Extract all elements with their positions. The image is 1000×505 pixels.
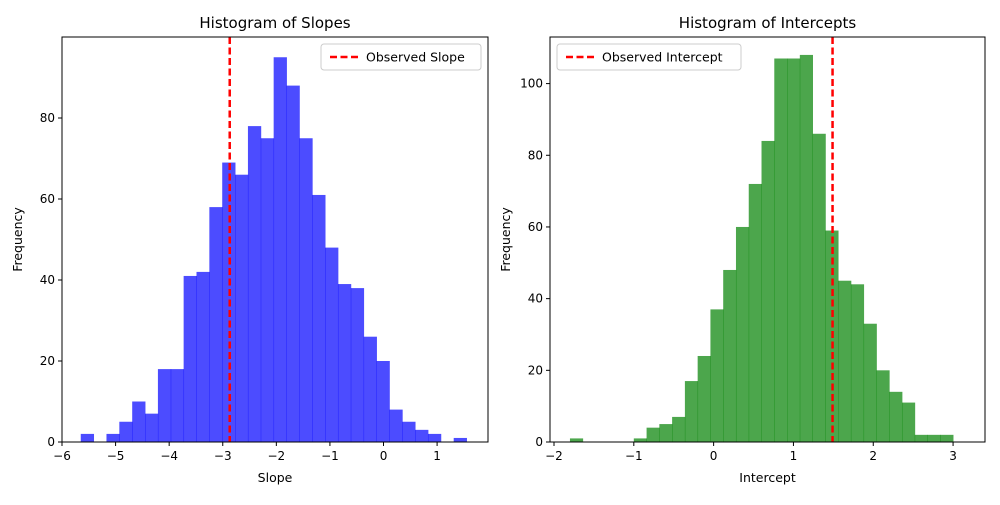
intercepts-bar — [876, 370, 890, 442]
intercepts-bar — [812, 133, 826, 443]
slopes-x-tick-label: −4 — [160, 449, 178, 463]
slopes-bar — [350, 288, 365, 442]
slopes-y-tick-label: 80 — [40, 111, 55, 125]
intercepts-legend-label: Observed Intercept — [602, 50, 723, 65]
slopes-bar — [119, 421, 133, 442]
slopes-bar — [209, 207, 223, 442]
slopes-bar — [80, 433, 95, 442]
slopes-x-tick-label: −6 — [53, 449, 71, 463]
slopes-y-tick-label: 0 — [47, 435, 55, 449]
intercepts-axes-frame — [549, 36, 986, 443]
slopes-bar — [145, 413, 159, 442]
intercepts-bar — [787, 58, 801, 442]
intercepts-bar — [697, 355, 711, 442]
intercepts-x-tick-label: −2 — [545, 449, 563, 463]
slopes-x-tick-label: −1 — [321, 449, 339, 463]
slopes-bar — [247, 126, 262, 442]
slopes-bar — [325, 247, 339, 442]
slopes-legend: Observed Slope — [320, 43, 482, 71]
intercepts-bar — [774, 58, 788, 442]
slopes-bar — [286, 85, 300, 442]
intercepts-bar — [761, 140, 775, 442]
slopes-y-tick-label: 40 — [40, 273, 55, 287]
slopes-bar — [299, 138, 313, 442]
slopes-bar — [312, 194, 326, 442]
intercepts-bar — [850, 284, 865, 442]
slopes-bar — [260, 138, 275, 442]
intercepts-bar — [940, 434, 954, 442]
intercepts-bar — [799, 54, 813, 443]
intercepts-bar — [684, 381, 699, 442]
slopes-bar — [196, 271, 210, 442]
slopes-bar — [453, 437, 467, 442]
intercepts-legend: Observed Intercept — [556, 43, 742, 71]
intercepts-x-tick-label: 0 — [710, 449, 718, 463]
intercepts-bar — [569, 438, 584, 442]
slopes-bar — [235, 174, 249, 442]
intercepts-x-axis-label: Intercept — [739, 470, 796, 485]
intercepts-y-tick-label: 80 — [528, 148, 543, 162]
slopes-bar — [376, 361, 390, 442]
intercepts-bars — [569, 54, 954, 443]
slopes-bar — [402, 421, 416, 442]
intercepts-bar — [646, 427, 660, 442]
intercepts-bar — [889, 391, 903, 442]
slopes-bar — [132, 401, 146, 442]
slopes-axes-frame — [61, 36, 489, 443]
slopes-bar — [363, 336, 377, 442]
slopes-bar — [170, 369, 185, 442]
intercepts-bar — [748, 183, 762, 442]
intercepts-y-tick-label: 100 — [520, 77, 543, 91]
slopes-x-axis-label: Slope — [258, 470, 293, 485]
intercepts-y-tick-label: 40 — [528, 292, 543, 306]
intercepts-bar — [672, 416, 686, 442]
slopes-x-tick-label: −5 — [107, 449, 125, 463]
slopes-x-tick-label: −3 — [214, 449, 232, 463]
slopes-bar — [427, 433, 442, 442]
slopes-legend-label: Observed Slope — [366, 50, 465, 65]
intercepts-bar — [659, 424, 673, 442]
slopes-bar — [415, 429, 429, 442]
intercepts-x-tick-label: −1 — [625, 449, 643, 463]
intercepts-bar — [735, 226, 750, 442]
slopes-bars — [80, 57, 467, 443]
slopes-bar — [183, 275, 197, 442]
intercepts-x-tick-label: 3 — [949, 449, 957, 463]
slopes-bar — [273, 57, 287, 442]
intercepts-legend-box — [556, 43, 742, 71]
intercepts-x-tick-label: 2 — [869, 449, 877, 463]
slopes-bar — [389, 409, 403, 442]
slopes-bar — [157, 369, 172, 442]
slopes-y-axis-label: Frequency — [10, 207, 25, 272]
intercepts-bar — [901, 402, 916, 442]
intercepts-bar — [633, 438, 647, 442]
slopes-y-tick-label: 60 — [40, 192, 55, 206]
slopes-y-tick-label: 20 — [40, 354, 55, 368]
intercepts-bar — [838, 280, 852, 442]
intercepts-y-axis-label: Frequency — [498, 207, 513, 272]
slopes-x-tick-label: 1 — [433, 449, 441, 463]
intercepts-y-tick-label: 0 — [535, 435, 543, 449]
slopes-chart-title: Histogram of Slopes — [199, 14, 350, 32]
intercepts-x-tick-label: 1 — [790, 449, 798, 463]
slopes-bar — [106, 433, 120, 442]
slopes-legend-box — [320, 43, 482, 71]
intercepts-y-tick-label: 60 — [528, 220, 543, 234]
intercepts-bar — [863, 323, 877, 442]
intercepts-histogram: −2 −1 0 1 2 3 0 20 40 60 80 100 Histogram of Interce… — [498, 14, 986, 485]
intercepts-chart-title: Histogram of Intercepts — [679, 14, 857, 32]
slopes-x-tick-label: 0 — [380, 449, 388, 463]
intercepts-bar — [914, 434, 928, 442]
intercepts-bar — [927, 434, 941, 442]
intercepts-bar — [723, 269, 737, 442]
slopes-bar — [337, 284, 352, 442]
slopes-x-tick-label: −2 — [267, 449, 285, 463]
intercepts-y-tick-label: 20 — [528, 363, 543, 377]
intercepts-bar — [710, 309, 724, 442]
